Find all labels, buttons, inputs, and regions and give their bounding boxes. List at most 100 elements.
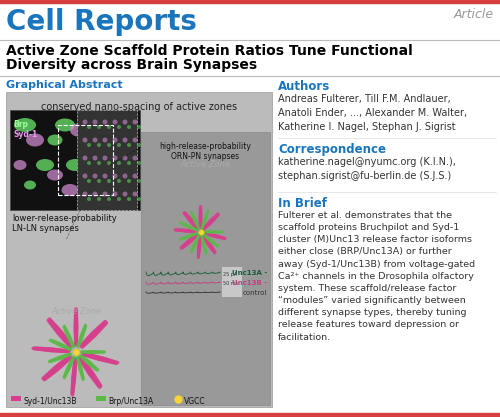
Ellipse shape xyxy=(107,143,111,147)
Ellipse shape xyxy=(56,364,62,369)
Ellipse shape xyxy=(64,349,69,353)
Ellipse shape xyxy=(208,231,211,234)
Ellipse shape xyxy=(67,347,71,351)
Ellipse shape xyxy=(65,369,68,374)
Ellipse shape xyxy=(122,156,128,161)
Ellipse shape xyxy=(49,359,53,363)
Ellipse shape xyxy=(106,359,112,363)
Ellipse shape xyxy=(127,143,131,147)
Ellipse shape xyxy=(181,237,184,240)
Ellipse shape xyxy=(132,191,138,196)
Ellipse shape xyxy=(85,337,90,343)
Ellipse shape xyxy=(64,371,68,375)
Ellipse shape xyxy=(94,328,100,334)
Ellipse shape xyxy=(202,227,206,230)
Ellipse shape xyxy=(84,364,89,370)
Ellipse shape xyxy=(127,161,131,165)
Ellipse shape xyxy=(80,343,86,347)
Ellipse shape xyxy=(80,374,84,378)
Ellipse shape xyxy=(71,378,76,384)
Ellipse shape xyxy=(90,364,94,368)
Ellipse shape xyxy=(52,358,56,362)
Ellipse shape xyxy=(195,234,198,237)
Ellipse shape xyxy=(66,368,70,372)
Ellipse shape xyxy=(199,225,202,229)
Ellipse shape xyxy=(212,216,216,221)
Text: Article: Article xyxy=(454,8,494,21)
Ellipse shape xyxy=(107,197,111,201)
Ellipse shape xyxy=(204,247,206,250)
Ellipse shape xyxy=(74,326,78,333)
Ellipse shape xyxy=(98,350,103,354)
Ellipse shape xyxy=(82,352,88,357)
Ellipse shape xyxy=(183,243,187,247)
Ellipse shape xyxy=(44,347,50,352)
Ellipse shape xyxy=(100,322,105,327)
Ellipse shape xyxy=(50,368,56,374)
Ellipse shape xyxy=(180,222,184,225)
Ellipse shape xyxy=(117,143,121,147)
Ellipse shape xyxy=(46,347,54,352)
Ellipse shape xyxy=(26,133,44,146)
Ellipse shape xyxy=(74,312,78,319)
Ellipse shape xyxy=(45,373,51,378)
Ellipse shape xyxy=(63,374,66,378)
Ellipse shape xyxy=(87,161,91,165)
Ellipse shape xyxy=(78,341,81,346)
Ellipse shape xyxy=(52,340,56,343)
Ellipse shape xyxy=(102,173,108,178)
Ellipse shape xyxy=(192,235,196,239)
Ellipse shape xyxy=(81,356,85,360)
Ellipse shape xyxy=(185,241,190,245)
Ellipse shape xyxy=(56,329,62,335)
Ellipse shape xyxy=(87,143,91,147)
Ellipse shape xyxy=(87,179,91,183)
Ellipse shape xyxy=(204,238,208,242)
Text: 25 pA: 25 pA xyxy=(223,272,238,277)
Ellipse shape xyxy=(212,249,216,253)
Ellipse shape xyxy=(60,333,66,339)
Ellipse shape xyxy=(202,236,206,239)
Ellipse shape xyxy=(72,369,76,376)
Ellipse shape xyxy=(76,344,80,348)
Ellipse shape xyxy=(198,212,202,217)
Bar xyxy=(6,92,272,407)
Ellipse shape xyxy=(62,325,66,329)
Ellipse shape xyxy=(186,240,190,244)
Ellipse shape xyxy=(214,244,218,246)
Ellipse shape xyxy=(74,336,78,342)
Ellipse shape xyxy=(194,221,198,224)
Ellipse shape xyxy=(198,239,202,244)
Ellipse shape xyxy=(96,327,101,333)
Ellipse shape xyxy=(84,325,87,329)
Ellipse shape xyxy=(74,339,78,345)
Ellipse shape xyxy=(184,213,188,217)
Ellipse shape xyxy=(137,161,141,165)
Ellipse shape xyxy=(97,197,101,201)
Text: Brp/Unc13A: Brp/Unc13A xyxy=(108,397,153,406)
Ellipse shape xyxy=(46,372,52,377)
Ellipse shape xyxy=(61,335,66,341)
Ellipse shape xyxy=(204,249,207,252)
Ellipse shape xyxy=(66,365,71,370)
Ellipse shape xyxy=(112,173,117,178)
Ellipse shape xyxy=(122,191,128,196)
Ellipse shape xyxy=(199,208,202,212)
Ellipse shape xyxy=(69,339,72,343)
Ellipse shape xyxy=(96,381,100,386)
Ellipse shape xyxy=(90,332,96,338)
Ellipse shape xyxy=(86,336,92,342)
Ellipse shape xyxy=(206,211,209,214)
Ellipse shape xyxy=(188,234,192,237)
Ellipse shape xyxy=(82,350,86,354)
Ellipse shape xyxy=(80,332,84,337)
Ellipse shape xyxy=(74,328,78,335)
Text: Active Zone Scaffold Protein Ratios Tune Functional: Active Zone Scaffold Protein Ratios Tune… xyxy=(6,44,413,58)
Ellipse shape xyxy=(114,361,119,365)
Ellipse shape xyxy=(103,358,110,362)
Ellipse shape xyxy=(87,369,92,375)
Ellipse shape xyxy=(97,350,102,354)
Ellipse shape xyxy=(89,333,94,339)
Ellipse shape xyxy=(92,329,98,335)
Ellipse shape xyxy=(200,234,203,237)
